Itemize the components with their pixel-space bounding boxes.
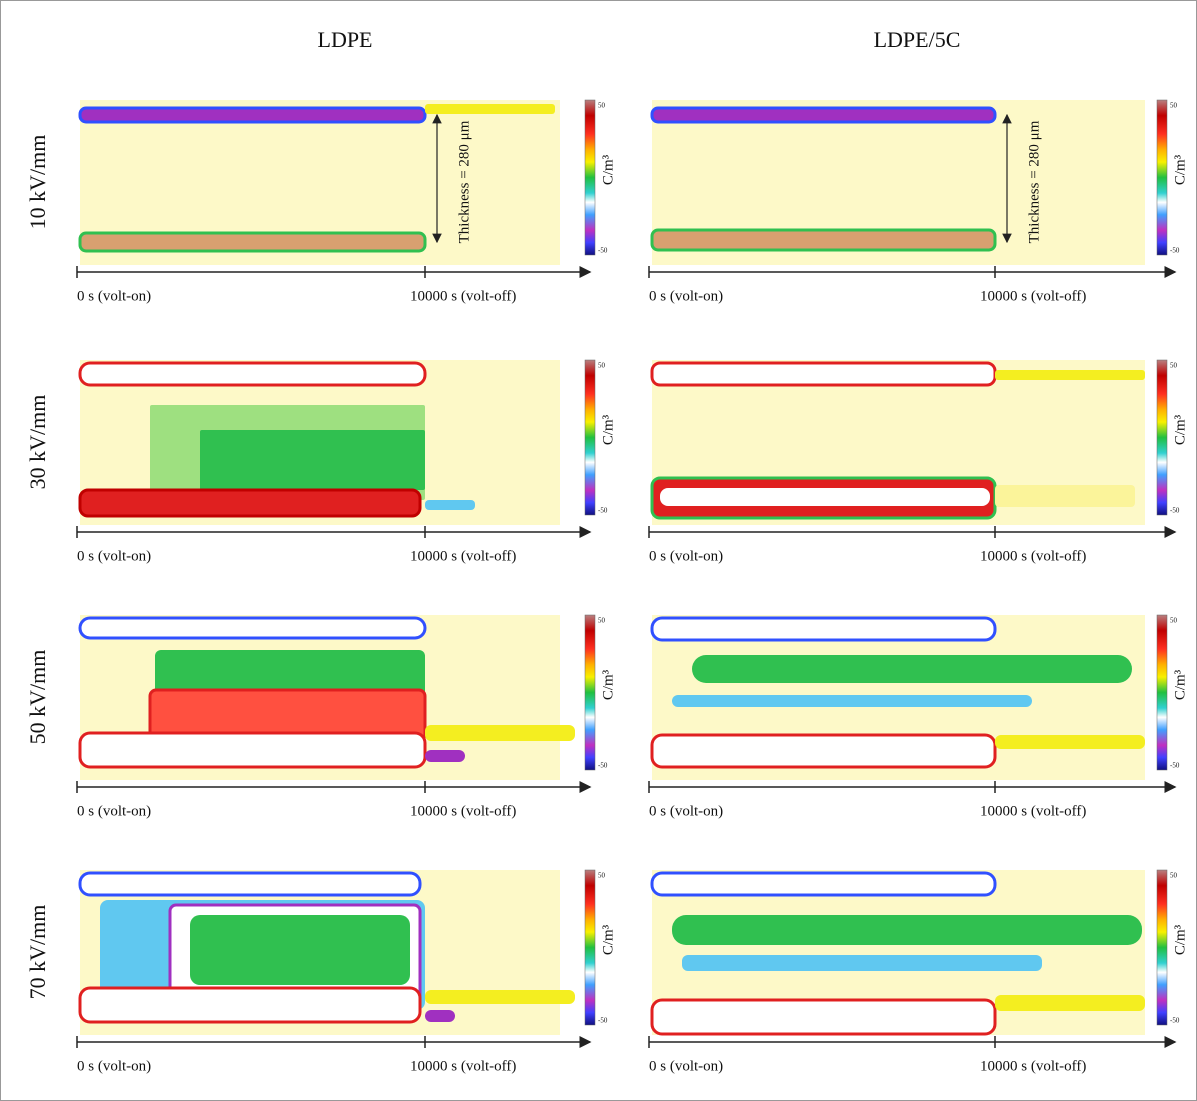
- colorbar-max: 50: [1170, 362, 1178, 370]
- colorbar: [584, 614, 596, 771]
- colorbar-min: -50: [598, 507, 608, 515]
- end-label: 10000 s (volt-off): [410, 803, 516, 819]
- heatmap-region: [200, 430, 425, 490]
- heatmap-region: [682, 955, 1042, 971]
- heatmap-region: [78, 871, 422, 897]
- thickness-annotation: Thickness = 280 μm: [1026, 120, 1042, 243]
- start-label: 0 s (volt-on): [77, 548, 151, 564]
- colorbar: [584, 359, 596, 516]
- start-label: 0 s (volt-on): [649, 1058, 723, 1074]
- heatmap-region: [425, 990, 575, 1004]
- start-label: 0 s (volt-on): [77, 803, 151, 819]
- heatmap-panel: [78, 100, 560, 265]
- colorbar-min: -50: [1170, 507, 1180, 515]
- colorbar-max: 50: [598, 102, 606, 110]
- start-label: 0 s (volt-on): [649, 803, 723, 819]
- colorbar: [1156, 869, 1168, 1026]
- end-label: 10000 s (volt-off): [980, 1058, 1086, 1074]
- heatmap-region: [78, 986, 422, 1024]
- colorbar-unit: C/m³: [1172, 414, 1188, 445]
- heatmap-panel: [78, 360, 560, 525]
- colorbar-unit: C/m³: [600, 924, 616, 955]
- heatmap-panel: [650, 100, 1145, 265]
- row-label: 30 kV/mm: [25, 395, 50, 490]
- colorbar-max: 50: [598, 872, 606, 880]
- colorbar-unit: C/m³: [1172, 669, 1188, 700]
- heatmap-region: [78, 361, 427, 387]
- row-label: 50 kV/mm: [25, 650, 50, 745]
- start-label: 0 s (volt-on): [649, 288, 723, 304]
- colorbar-unit: C/m³: [600, 154, 616, 185]
- end-label: 10000 s (volt-off): [410, 288, 516, 304]
- row-label: 10 kV/mm: [25, 135, 50, 230]
- heatmap-region: [425, 1010, 455, 1022]
- end-label: 10000 s (volt-off): [980, 803, 1086, 819]
- colorbar: [584, 869, 596, 1026]
- start-label: 0 s (volt-on): [77, 1058, 151, 1074]
- heatmap-region: [425, 725, 575, 741]
- colorbar-max: 50: [1170, 102, 1178, 110]
- colorbar-unit: C/m³: [600, 414, 616, 445]
- heatmap-panel: [650, 360, 1145, 525]
- heatmap-region: [650, 106, 997, 124]
- heatmap-panel: [650, 615, 1145, 780]
- heatmap-region: [672, 695, 1032, 707]
- heatmap-region: [995, 735, 1145, 749]
- heatmap-region: [190, 915, 410, 985]
- colorbar-max: 50: [1170, 872, 1178, 880]
- heatmap-region: [78, 616, 427, 640]
- start-label: 0 s (volt-on): [649, 548, 723, 564]
- heatmap-region: [78, 731, 427, 769]
- heatmap-region: [650, 871, 997, 897]
- colorbar: [1156, 99, 1168, 256]
- heatmap-panel: [650, 870, 1145, 1036]
- colorbar: [1156, 614, 1168, 771]
- colorbar-max: 50: [1170, 617, 1178, 625]
- colorbar-unit: C/m³: [1172, 154, 1188, 185]
- colorbar-min: -50: [1170, 1017, 1180, 1025]
- heatmap-panel: [78, 870, 575, 1035]
- colorbar-max: 50: [598, 362, 606, 370]
- heatmap-region: [425, 405, 545, 500]
- end-label: 10000 s (volt-off): [410, 1058, 516, 1074]
- column-title: LDPE/5C: [874, 27, 961, 52]
- colorbar-min: -50: [1170, 247, 1180, 255]
- heatmap-region: [692, 655, 1132, 683]
- heatmap-region: [425, 500, 475, 510]
- heatmap-region: [995, 485, 1135, 507]
- heatmap-region: [78, 231, 427, 253]
- heatmap-region: [995, 370, 1145, 380]
- colorbar-min: -50: [1170, 762, 1180, 770]
- colorbar: [584, 99, 596, 256]
- end-label: 10000 s (volt-off): [980, 548, 1086, 564]
- heatmap-region: [650, 616, 997, 642]
- heatmap-region: [78, 488, 422, 518]
- heatmap-region: [650, 733, 997, 769]
- heatmap-region: [650, 998, 997, 1036]
- heatmap-region: [425, 104, 555, 114]
- start-label: 0 s (volt-on): [77, 288, 151, 304]
- heatmap-region: [650, 228, 997, 252]
- heatmap-region: [425, 750, 465, 762]
- heatmap-region: [660, 488, 990, 506]
- thickness-annotation: Thickness = 280 μm: [456, 120, 472, 243]
- end-label: 10000 s (volt-off): [410, 548, 516, 564]
- colorbar-min: -50: [598, 247, 608, 255]
- colorbar-unit: C/m³: [1172, 924, 1188, 955]
- colorbar-max: 50: [598, 617, 606, 625]
- colorbar-unit: C/m³: [600, 669, 616, 700]
- heatmap-region: [995, 995, 1145, 1011]
- colorbar: [1156, 359, 1168, 516]
- row-label: 70 kV/mm: [25, 905, 50, 1000]
- heatmap-region: [672, 915, 1142, 945]
- colorbar-min: -50: [598, 762, 608, 770]
- heatmap-region: [650, 361, 997, 387]
- heatmap-panel: [78, 615, 575, 780]
- heatmap-region: [78, 106, 427, 124]
- column-title: LDPE: [318, 27, 373, 52]
- end-label: 10000 s (volt-off): [980, 288, 1086, 304]
- colorbar-min: -50: [598, 1017, 608, 1025]
